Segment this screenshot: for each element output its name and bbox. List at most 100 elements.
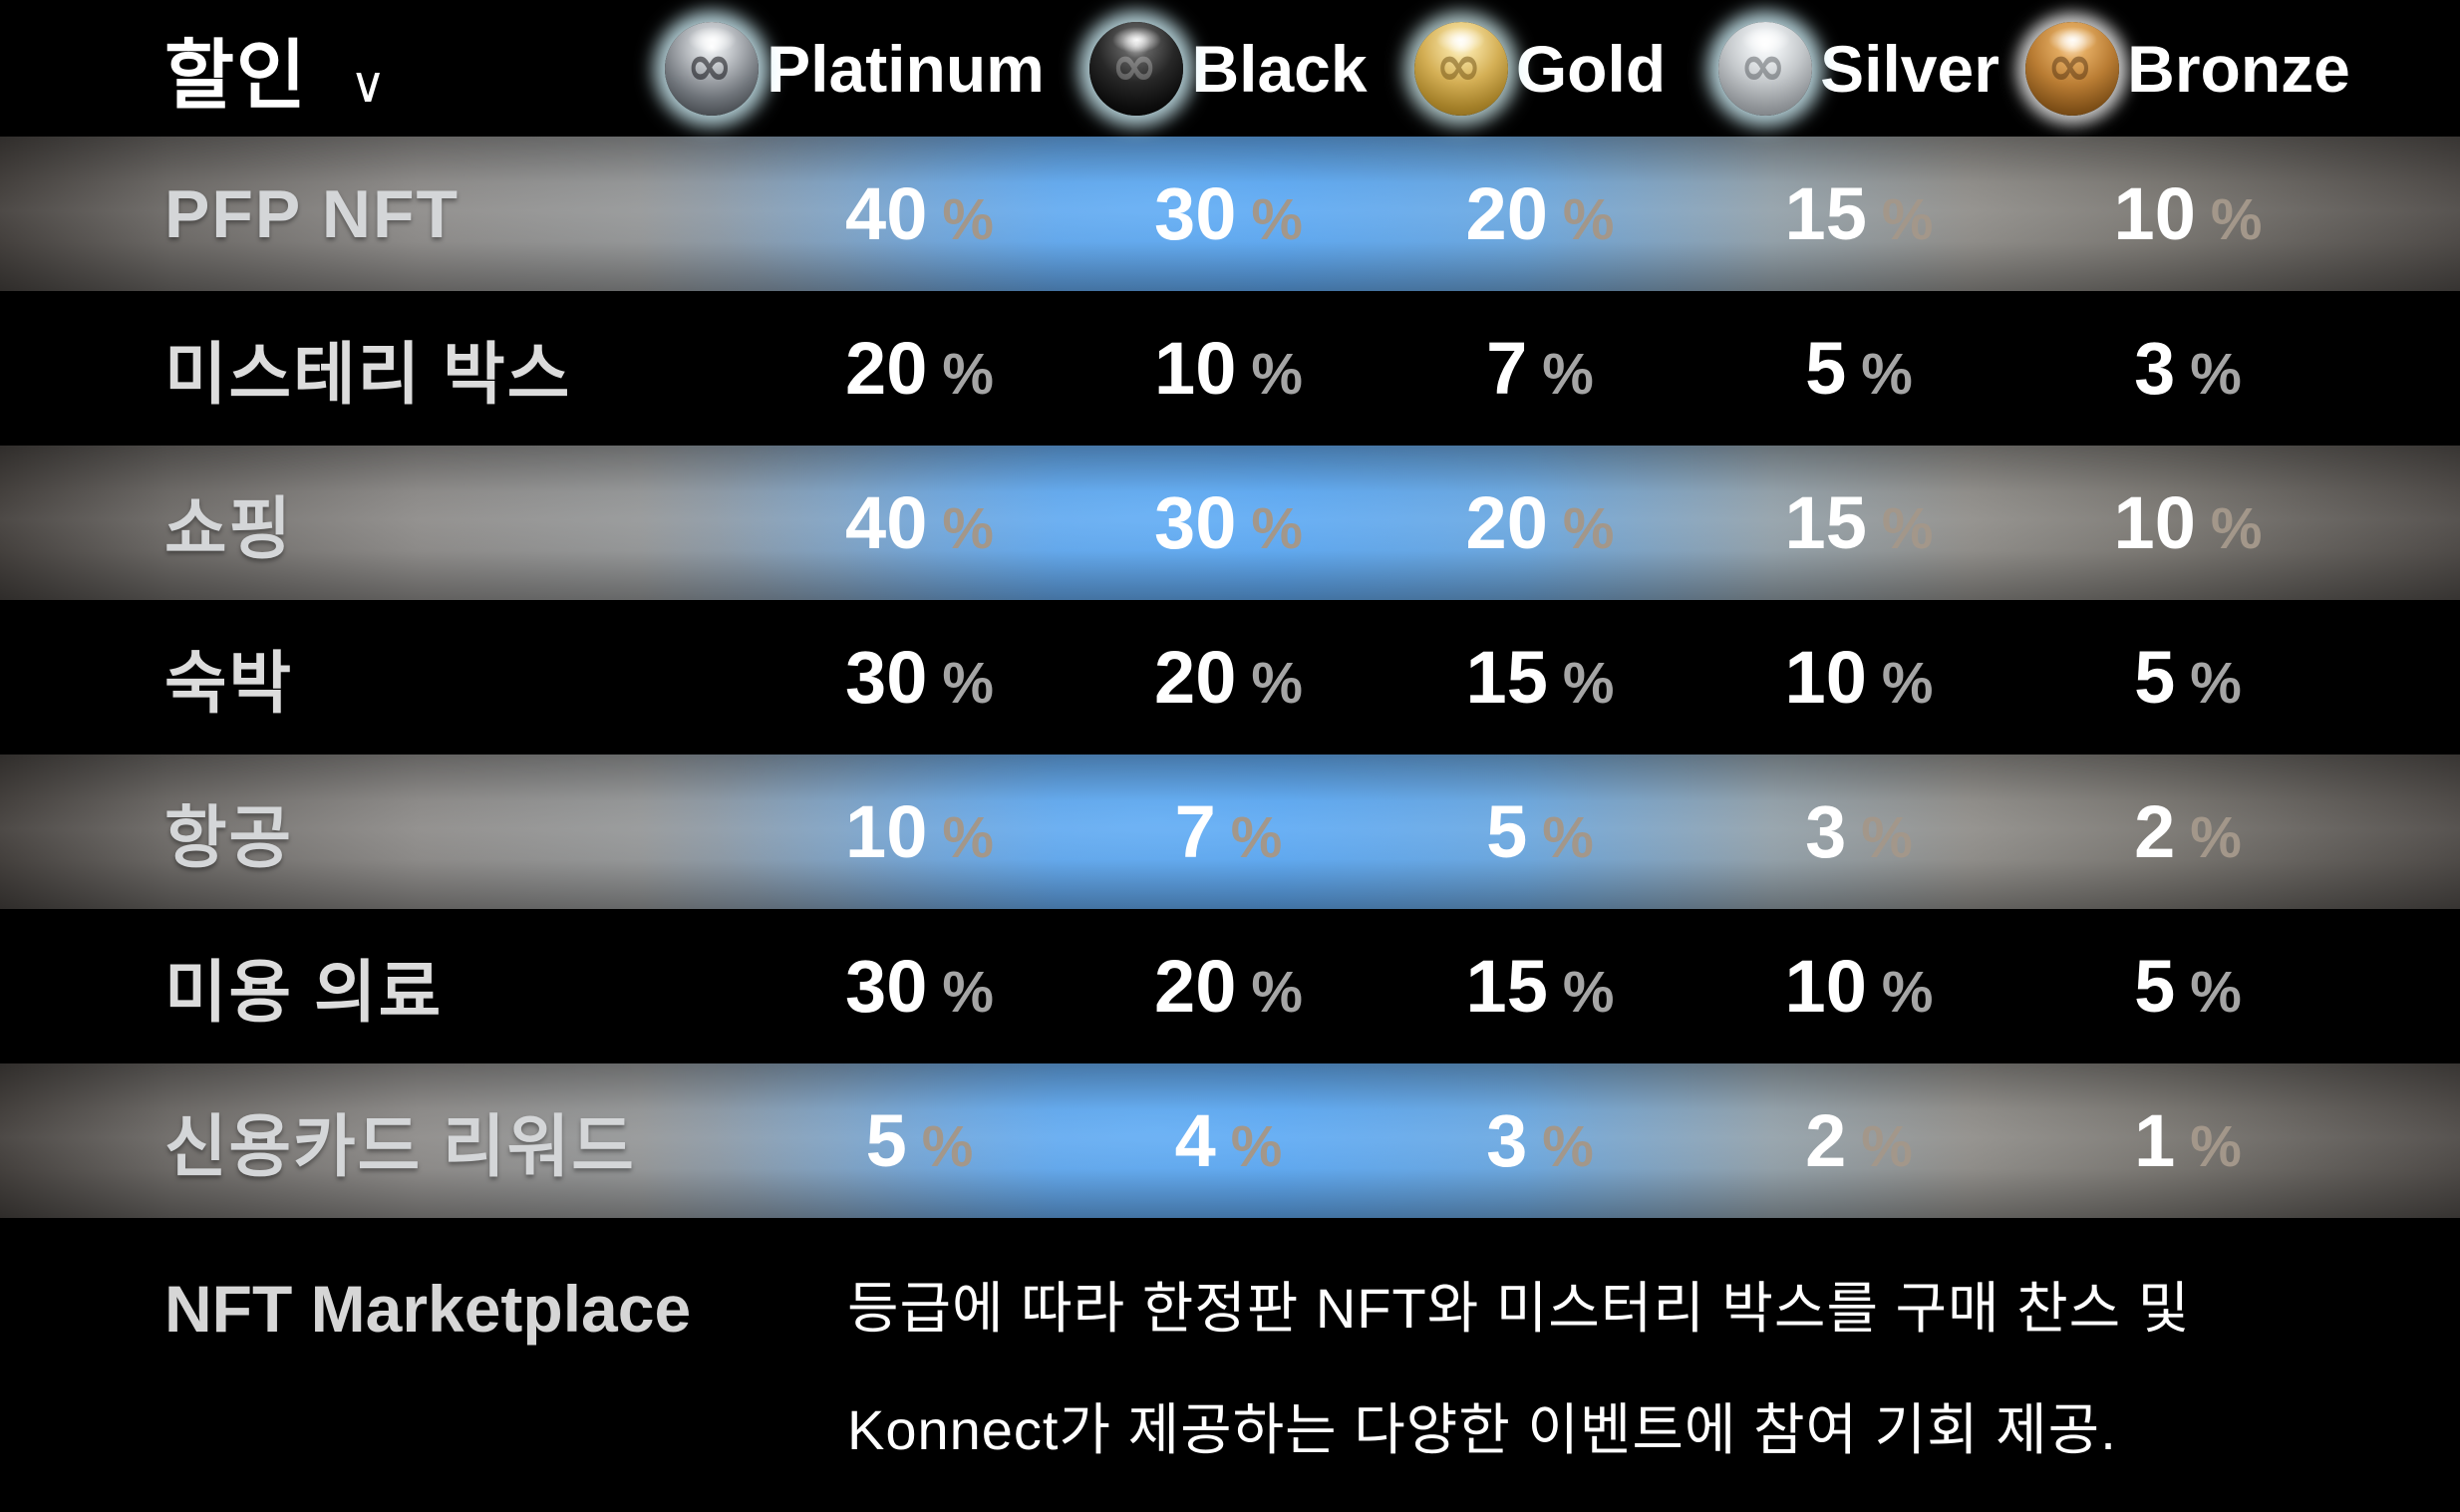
value-cell: 10% — [1072, 326, 1385, 411]
percent-sign: % — [1542, 1114, 1594, 1179]
value-cell: 3% — [1385, 1098, 1694, 1183]
percent-sign: % — [942, 651, 994, 716]
gold-sphere-icon — [1413, 21, 1508, 116]
percent-sign: % — [1881, 960, 1934, 1025]
value-cell: 30% — [703, 944, 1136, 1029]
table-row-credit-card-rewards: 신용카드 리워드 5% 4% 3% 2% 1% — [0, 1063, 2460, 1218]
value-cell: 20% — [1385, 480, 1694, 565]
discount-value: 10 — [1784, 636, 1867, 719]
row-label: 숙박 — [164, 646, 294, 722]
table-header: 할인 ∨ Platinum Black Gold Silver Bronze — [0, 0, 2460, 137]
percent-sign: % — [2190, 1114, 2242, 1179]
table-row-lodging: 숙박 30% 20% 15% 10% 5% — [0, 600, 2460, 755]
discount-value: 5 — [1486, 790, 1528, 873]
discount-value: 20 — [1154, 945, 1237, 1028]
discount-value: 10 — [1154, 327, 1237, 410]
percent-sign: % — [1542, 805, 1594, 870]
table-row-pfp-nft: PFP NFT 40% 30% 20% 15% 10% — [0, 137, 2460, 291]
discount-value: 10 — [845, 790, 928, 873]
tier-header-black: Black — [1072, 21, 1385, 116]
percent-sign: % — [1861, 805, 1913, 870]
value-cell: 30% — [703, 635, 1136, 720]
header-label-cell: 할인 ∨ — [0, 14, 638, 124]
percent-sign: % — [1562, 651, 1615, 716]
value-cell: 30% — [1072, 171, 1385, 256]
value-cell: 30% — [1072, 480, 1385, 565]
value-cell: 7% — [1072, 789, 1385, 874]
tier-name: Black — [1191, 31, 1368, 106]
row-label: 미용 의료 — [164, 955, 444, 1031]
percent-sign: % — [1251, 651, 1303, 716]
value-cell: 15% — [1694, 480, 2023, 565]
discount-value: 15 — [1465, 945, 1548, 1028]
value-cell: 5% — [703, 1098, 1136, 1183]
percent-sign: % — [1881, 651, 1934, 716]
value-cell: 1% — [2023, 1098, 2352, 1183]
platinum-sphere-icon — [665, 21, 760, 116]
discount-value: 5 — [865, 1099, 907, 1182]
discount-value: 1 — [2134, 1099, 2176, 1182]
discount-value: 20 — [1465, 172, 1548, 255]
percent-sign: % — [942, 960, 994, 1025]
value-cell: 40% — [703, 171, 1136, 256]
discount-value: 7 — [1486, 327, 1528, 410]
discount-value: 30 — [845, 636, 928, 719]
discount-value: 30 — [1154, 172, 1237, 255]
discount-value: 30 — [845, 945, 928, 1028]
percent-sign: % — [2210, 496, 2263, 561]
discount-value: 4 — [1174, 1099, 1216, 1182]
discount-value: 10 — [1784, 945, 1867, 1028]
value-cell: 4% — [1072, 1098, 1385, 1183]
discount-value: 40 — [845, 481, 928, 564]
page-title: 할인 — [164, 33, 308, 119]
discount-value: 7 — [1174, 790, 1216, 873]
value-cell: 5% — [1694, 326, 2023, 411]
percent-sign: % — [2210, 187, 2263, 252]
discount-value: 3 — [1486, 1099, 1528, 1182]
percent-sign: % — [1251, 960, 1303, 1025]
discount-value: 15 — [1784, 172, 1867, 255]
percent-sign: % — [1542, 342, 1594, 407]
value-cell: 5% — [1385, 789, 1694, 874]
percent-sign: % — [2190, 960, 2242, 1025]
percent-sign: % — [2190, 805, 2242, 870]
tier-header-gold: Gold — [1385, 21, 1694, 116]
percent-sign: % — [942, 342, 994, 407]
percent-sign: % — [1861, 342, 1913, 407]
table-row-flight: 항공 10% 7% 5% 3% 2% — [0, 755, 2460, 909]
value-cell: 7% — [1385, 326, 1694, 411]
value-cell: 5% — [2023, 944, 2352, 1029]
value-cell: 3% — [1694, 789, 2023, 874]
tier-name: Platinum — [767, 31, 1045, 106]
value-cell: 20% — [703, 326, 1136, 411]
value-cell: 3% — [2023, 326, 2352, 411]
discount-value: 5 — [1805, 327, 1847, 410]
percent-sign: % — [1562, 187, 1615, 252]
row-label: PFP NFT — [164, 175, 461, 252]
discount-value: 5 — [2134, 945, 2176, 1028]
discount-value: 2 — [2134, 790, 2176, 873]
value-cell: 20% — [1072, 944, 1385, 1029]
percent-sign: % — [921, 1114, 974, 1179]
value-cell: 40% — [703, 480, 1136, 565]
value-cell: 20% — [1385, 171, 1694, 256]
discount-value: 20 — [1154, 636, 1237, 719]
chevron-down-icon[interactable]: ∨ — [349, 56, 387, 113]
value-cell: 5% — [2023, 635, 2352, 720]
discount-dropdown[interactable]: 할인 ∨ — [164, 14, 386, 124]
row-label: 신용카드 리워드 — [164, 1109, 636, 1185]
percent-sign: % — [1562, 960, 1615, 1025]
discount-value: 20 — [1465, 481, 1548, 564]
percent-sign: % — [1251, 342, 1303, 407]
percent-sign: % — [1251, 496, 1303, 561]
discount-value: 10 — [2113, 172, 2196, 255]
percent-sign: % — [1230, 805, 1283, 870]
discount-value: 10 — [2113, 481, 2196, 564]
percent-sign: % — [1881, 187, 1934, 252]
percent-sign: % — [1861, 1114, 1913, 1179]
percent-sign: % — [2190, 342, 2242, 407]
row-label: 쇼핑 — [164, 491, 294, 567]
table-row-shopping: 쇼핑 40% 30% 20% 15% 10% — [0, 446, 2460, 600]
discount-value: 15 — [1465, 636, 1548, 719]
